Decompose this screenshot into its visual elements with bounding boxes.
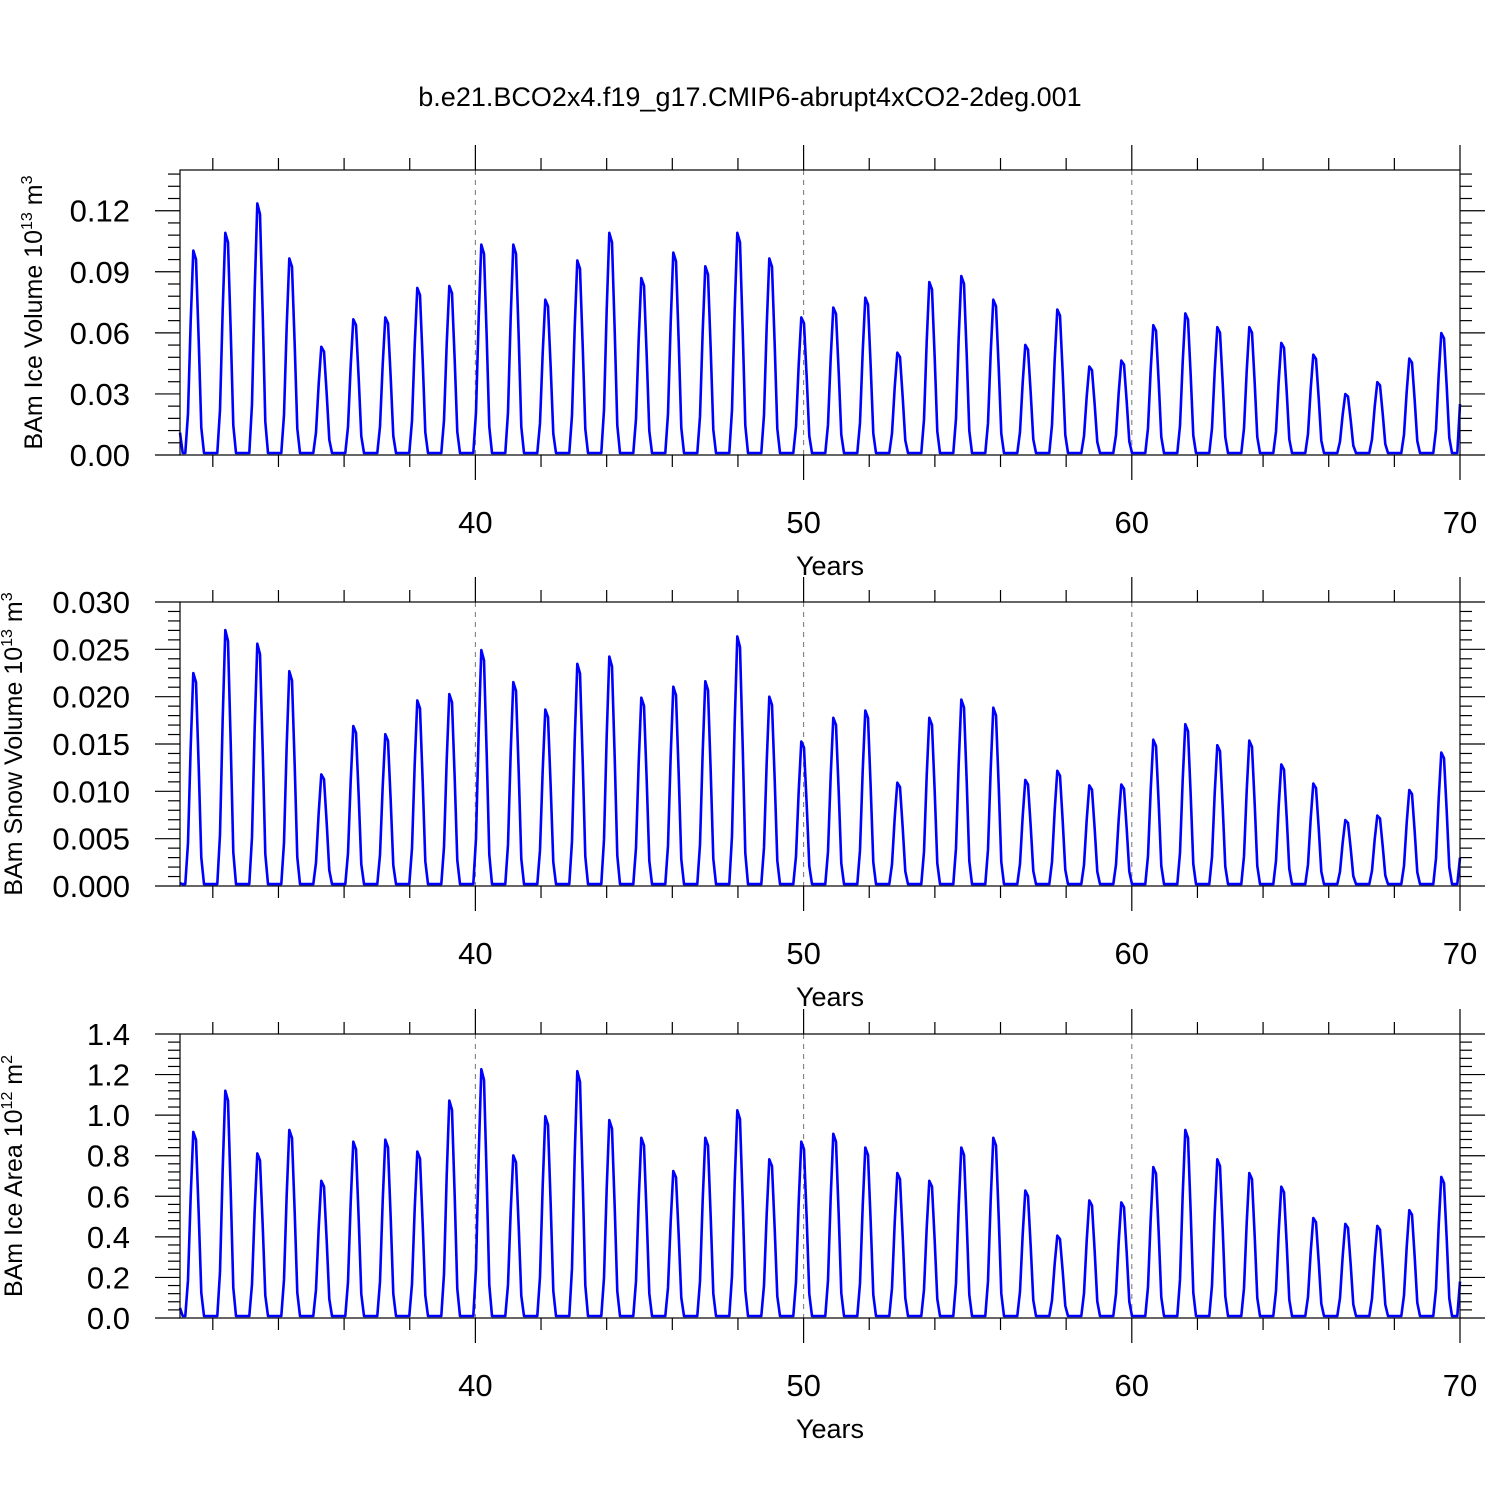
ice-area-panel: 0.0 0.2 0.4 0.6 0.8 1.0 1.2 1.4 40 50 60 70 Years BAm… bbox=[0, 1009, 1485, 1444]
ice-volume-y-tick-label: 0.12 bbox=[70, 194, 130, 229]
ice-area-y-tick-label: 0.6 bbox=[87, 1179, 130, 1214]
snow-volume-x-axis-label: Years bbox=[796, 982, 864, 1012]
ice-area-series-line bbox=[178, 1067, 1462, 1318]
ice-volume-y-tick-label: 0.09 bbox=[70, 255, 130, 290]
snow-volume-y-tick-label: 0.030 bbox=[52, 585, 130, 620]
snow-volume-x-tick-label: 70 bbox=[1443, 936, 1477, 971]
ice-area-x-tick-label: 60 bbox=[1115, 1368, 1149, 1403]
snow-volume-y-tick-label: 0.005 bbox=[52, 822, 130, 857]
snow-volume-x-tick-label: 50 bbox=[786, 936, 820, 971]
ice-area-x-axis-label: Years bbox=[796, 1414, 864, 1444]
ice-volume-x-tick-label: 70 bbox=[1443, 505, 1477, 540]
ice-volume-y-tick-label: 0.03 bbox=[70, 377, 130, 412]
ice-volume-y-tick-label: 0.00 bbox=[70, 438, 130, 473]
ice-area-y-tick-label: 1.4 bbox=[87, 1017, 130, 1052]
snow-volume-y-tick-label: 0.000 bbox=[52, 869, 130, 904]
ice-area-plot-frame bbox=[179, 1033, 1461, 1319]
ice-area-x-tick-label: 40 bbox=[458, 1368, 492, 1403]
figure-title: b.e21.BCO2x4.f19_g17.CMIP6-abrupt4xCO2-2… bbox=[418, 82, 1081, 112]
snow-volume-y-tick-label: 0.020 bbox=[52, 680, 130, 715]
snow-volume-y-tick-label: 0.015 bbox=[52, 727, 130, 762]
ice-area-y-tick-label: 1.2 bbox=[87, 1058, 130, 1093]
ice-volume-x-axis-label: Years bbox=[796, 551, 864, 581]
ice-volume-x-tick-label: 50 bbox=[786, 505, 820, 540]
snow-volume-x-tick-label: 60 bbox=[1115, 936, 1149, 971]
ice-area-x-tick-label: 70 bbox=[1443, 1368, 1477, 1403]
snow-volume-y-axis-label: BAm Snow Volume 1013 m3 bbox=[0, 592, 28, 895]
snow-volume-panel: 0.000 0.005 0.010 0.015 0.020 0.025 0.030 40 50 6… bbox=[0, 577, 1485, 1012]
snow-volume-y-tick-label: 0.025 bbox=[52, 632, 130, 667]
ice-volume-panel: 0.00 0.03 0.06 0.09 0.12 40 50 60 70 Years BAm Ice… bbox=[19, 145, 1485, 581]
ice-volume-plot-frame bbox=[179, 169, 1461, 456]
ice-area-y-tick-label: 1.0 bbox=[87, 1098, 130, 1133]
ice-volume-series-line bbox=[178, 202, 1462, 455]
ice-volume-y-axis-label: BAm Ice Volume 1013 m3 bbox=[19, 175, 48, 449]
snow-volume-y-tick-label: 0.010 bbox=[52, 774, 130, 809]
ice-volume-x-tick-label: 60 bbox=[1115, 505, 1149, 540]
ice-volume-y-tick-label: 0.06 bbox=[70, 316, 130, 351]
snow-volume-series-line bbox=[179, 628, 1462, 886]
ice-area-y-tick-label: 0.2 bbox=[87, 1260, 130, 1295]
snow-volume-plot-frame bbox=[179, 601, 1461, 887]
ice-volume-x-tick-label: 40 bbox=[458, 505, 492, 540]
ice-area-y-tick-label: 0.8 bbox=[87, 1139, 130, 1174]
ice-area-x-tick-label: 50 bbox=[786, 1368, 820, 1403]
snow-volume-x-tick-label: 40 bbox=[458, 936, 492, 971]
ice-area-y-tick-label: 0.4 bbox=[87, 1220, 130, 1255]
ice-area-y-axis-label: BAm Ice Area 1012 m2 bbox=[0, 1055, 28, 1297]
ice-area-y-tick-label: 0.0 bbox=[87, 1301, 130, 1336]
